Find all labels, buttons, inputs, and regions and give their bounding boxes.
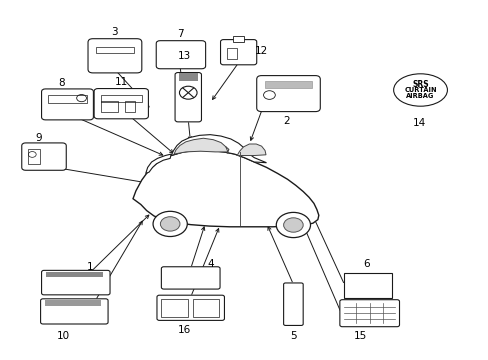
Bar <box>46 272 103 277</box>
Text: 8: 8 <box>58 78 64 88</box>
Bar <box>48 95 87 103</box>
Bar <box>227 48 236 59</box>
Bar <box>124 102 135 112</box>
Text: SRS: SRS <box>411 80 428 89</box>
Text: 1: 1 <box>87 262 94 272</box>
Text: 13: 13 <box>178 51 191 61</box>
Ellipse shape <box>393 74 447 106</box>
Text: 15: 15 <box>353 330 367 341</box>
FancyBboxPatch shape <box>175 73 201 122</box>
Polygon shape <box>237 144 265 156</box>
FancyBboxPatch shape <box>161 267 220 289</box>
Circle shape <box>283 218 303 232</box>
FancyBboxPatch shape <box>41 299 108 324</box>
FancyBboxPatch shape <box>41 89 93 120</box>
FancyBboxPatch shape <box>256 76 320 112</box>
Text: 2: 2 <box>283 116 290 126</box>
Circle shape <box>276 212 310 238</box>
Circle shape <box>153 211 187 237</box>
Text: 4: 4 <box>206 258 213 269</box>
FancyBboxPatch shape <box>283 283 303 325</box>
Bar <box>161 299 188 317</box>
Text: 10: 10 <box>57 330 70 341</box>
Polygon shape <box>145 154 171 174</box>
FancyBboxPatch shape <box>339 300 399 327</box>
Text: 12: 12 <box>254 46 268 56</box>
FancyBboxPatch shape <box>41 270 110 295</box>
Bar <box>101 102 118 112</box>
Text: CURTAIN: CURTAIN <box>404 87 436 93</box>
Bar <box>343 273 391 298</box>
Bar <box>232 36 244 42</box>
FancyBboxPatch shape <box>88 39 142 73</box>
Bar <box>101 95 142 102</box>
FancyBboxPatch shape <box>156 41 205 69</box>
Text: 5: 5 <box>289 330 296 341</box>
Text: 6: 6 <box>363 258 369 269</box>
Text: 3: 3 <box>111 27 118 37</box>
Bar <box>95 47 134 53</box>
Polygon shape <box>133 150 318 227</box>
Polygon shape <box>174 138 227 154</box>
Text: 7: 7 <box>176 29 183 39</box>
FancyBboxPatch shape <box>220 40 256 65</box>
Bar <box>264 81 311 89</box>
Bar <box>179 73 198 81</box>
FancyBboxPatch shape <box>21 143 66 170</box>
FancyBboxPatch shape <box>94 89 148 119</box>
FancyBboxPatch shape <box>157 295 224 320</box>
Bar <box>45 300 101 306</box>
Text: 16: 16 <box>178 325 191 336</box>
Bar <box>192 299 219 317</box>
Text: AIRBAG: AIRBAG <box>406 94 434 99</box>
Polygon shape <box>171 135 266 163</box>
Circle shape <box>160 217 180 231</box>
Bar <box>28 149 40 165</box>
Text: 11: 11 <box>114 77 128 87</box>
Text: 14: 14 <box>412 118 426 128</box>
Text: 9: 9 <box>36 132 42 143</box>
